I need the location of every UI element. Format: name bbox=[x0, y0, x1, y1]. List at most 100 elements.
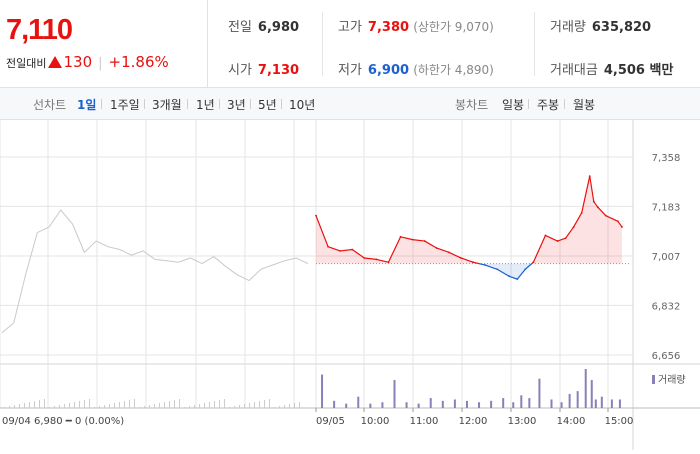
divider: | bbox=[98, 56, 103, 71]
volume-bar bbox=[74, 402, 75, 408]
low-value: 6,900 bbox=[367, 63, 410, 78]
volume-bar bbox=[64, 404, 65, 408]
volume-bar bbox=[169, 401, 170, 408]
price-change-row: 전일대비 130 | +1.86% bbox=[6, 53, 169, 71]
volume-bar bbox=[590, 380, 593, 408]
up-area bbox=[605, 215, 618, 264]
tab-monthly-candle[interactable]: 월봉 bbox=[573, 98, 596, 112]
price-point bbox=[572, 226, 575, 228]
quote-panel: 7,110 전일대비 130 | +1.86% 전일 6,980 시가 7,130 고가 7… bbox=[0, 0, 700, 88]
divider bbox=[281, 99, 282, 109]
current-price: 7,110 bbox=[6, 14, 73, 46]
up-line-segment bbox=[436, 247, 450, 253]
volume-bar bbox=[417, 403, 420, 408]
x-tick-label: 13:00 bbox=[508, 416, 537, 427]
x-tick-label: 09/05 bbox=[316, 416, 345, 427]
volume-bar bbox=[294, 403, 295, 408]
volume-bar bbox=[269, 399, 270, 408]
tab-3-months[interactable]: 3개월 bbox=[152, 98, 182, 112]
y-tick-label: 7,007 bbox=[652, 252, 681, 263]
volume-bar bbox=[381, 402, 384, 408]
line-chart-label: 선차트 bbox=[33, 98, 67, 112]
up-line-segment bbox=[565, 226, 575, 239]
up-line-segment bbox=[387, 236, 402, 263]
up-line-segment bbox=[605, 215, 619, 222]
up-line-segment bbox=[597, 206, 607, 217]
volume-bar bbox=[14, 405, 15, 408]
volume-bar bbox=[89, 399, 90, 408]
up-line-segment bbox=[376, 258, 389, 263]
tab-3-years[interactable]: 3년 bbox=[227, 98, 246, 112]
change-value: 130 bbox=[63, 53, 93, 71]
volume-label: 거래량 bbox=[550, 20, 586, 35]
up-area bbox=[581, 176, 590, 264]
volume-bar bbox=[405, 402, 408, 408]
volume-bar bbox=[584, 369, 587, 408]
up-line-segment bbox=[472, 261, 480, 265]
volume-bar bbox=[560, 402, 563, 408]
price-point bbox=[580, 211, 583, 214]
price-point bbox=[435, 247, 438, 250]
up-area bbox=[400, 236, 413, 264]
volume-bar bbox=[204, 403, 205, 408]
x-tick-label: 10:00 bbox=[361, 416, 390, 427]
x-tick-label: 12:00 bbox=[459, 416, 488, 427]
volume-bar bbox=[114, 403, 115, 408]
tab-5-years[interactable]: 5년 bbox=[258, 98, 277, 112]
volume-bar bbox=[254, 402, 255, 408]
volume-bar bbox=[244, 404, 245, 408]
low-label: 저가 bbox=[338, 63, 362, 78]
up-line-segment bbox=[460, 257, 474, 263]
volume-bar bbox=[528, 398, 531, 408]
volume-bar bbox=[59, 405, 60, 408]
volume-bar bbox=[369, 403, 372, 408]
price-chart-svg: 7,358 7,183 7,007 6,832 6,656 거래량 09/05 10:00 11… bbox=[0, 120, 700, 450]
high-label: 고가 bbox=[338, 20, 362, 35]
volume-bar bbox=[219, 400, 220, 408]
up-area bbox=[448, 252, 461, 264]
x-tick-label: 14:00 bbox=[557, 416, 586, 427]
up-area bbox=[617, 221, 622, 264]
chart-period-tabs: 선차트 1일 1주일 3개월 1년 3년 5년 10년 봉차트 일봉 주봉 월봉 bbox=[0, 88, 700, 120]
volume-bar bbox=[39, 400, 40, 408]
volume-bar bbox=[119, 402, 120, 408]
prev-day-caption: 09/04 6,980 ━ 0 (0.00%) bbox=[2, 416, 124, 427]
volume-bar bbox=[34, 401, 35, 408]
tab-1-day[interactable]: 1일 bbox=[77, 98, 97, 112]
volume: 거래량 635,820 bbox=[550, 16, 651, 35]
volume-bar bbox=[124, 401, 125, 408]
volume-bar bbox=[54, 406, 55, 408]
divider bbox=[187, 99, 188, 109]
y-tick-label: 6,656 bbox=[652, 351, 681, 362]
prev-close-label: 전일 bbox=[228, 20, 252, 35]
up-area bbox=[593, 201, 598, 264]
volume-bar bbox=[441, 400, 444, 408]
tab-1-week[interactable]: 1주일 bbox=[110, 98, 140, 112]
volume-bar bbox=[149, 405, 150, 408]
price-point bbox=[447, 251, 450, 254]
volume-bar bbox=[478, 402, 481, 408]
price-point bbox=[508, 275, 511, 278]
tab-daily-candle[interactable]: 일봉 bbox=[502, 98, 525, 112]
volume-bar bbox=[249, 403, 250, 408]
volume-bar bbox=[520, 395, 523, 408]
tab-1-year[interactable]: 1년 bbox=[196, 98, 215, 112]
candle-chart-label: 봉차트 bbox=[455, 98, 489, 112]
up-area bbox=[436, 248, 449, 264]
volume-bar bbox=[453, 399, 456, 408]
prev-close-value: 6,980 bbox=[257, 20, 300, 35]
volume-bar bbox=[345, 403, 348, 408]
volume-bar bbox=[618, 399, 621, 408]
quote-details: 전일 6,980 시가 7,130 고가 7,380 (상한가 9,070) 저가 6,… bbox=[208, 0, 700, 88]
volume-bar bbox=[99, 406, 100, 408]
up-area bbox=[573, 212, 582, 264]
tab-10-years[interactable]: 10년 bbox=[289, 98, 316, 112]
tab-weekly-candle[interactable]: 주봉 bbox=[537, 98, 560, 112]
up-line-segment bbox=[448, 251, 462, 259]
intraday-chart[interactable]: 7,358 7,183 7,007 6,832 6,656 거래량 09/05 10:00 11… bbox=[0, 120, 700, 450]
up-line-segment bbox=[351, 249, 365, 259]
price-point bbox=[460, 257, 462, 259]
volume-bar bbox=[321, 374, 324, 408]
up-line-segment bbox=[412, 239, 425, 242]
volume-bar bbox=[189, 406, 190, 408]
